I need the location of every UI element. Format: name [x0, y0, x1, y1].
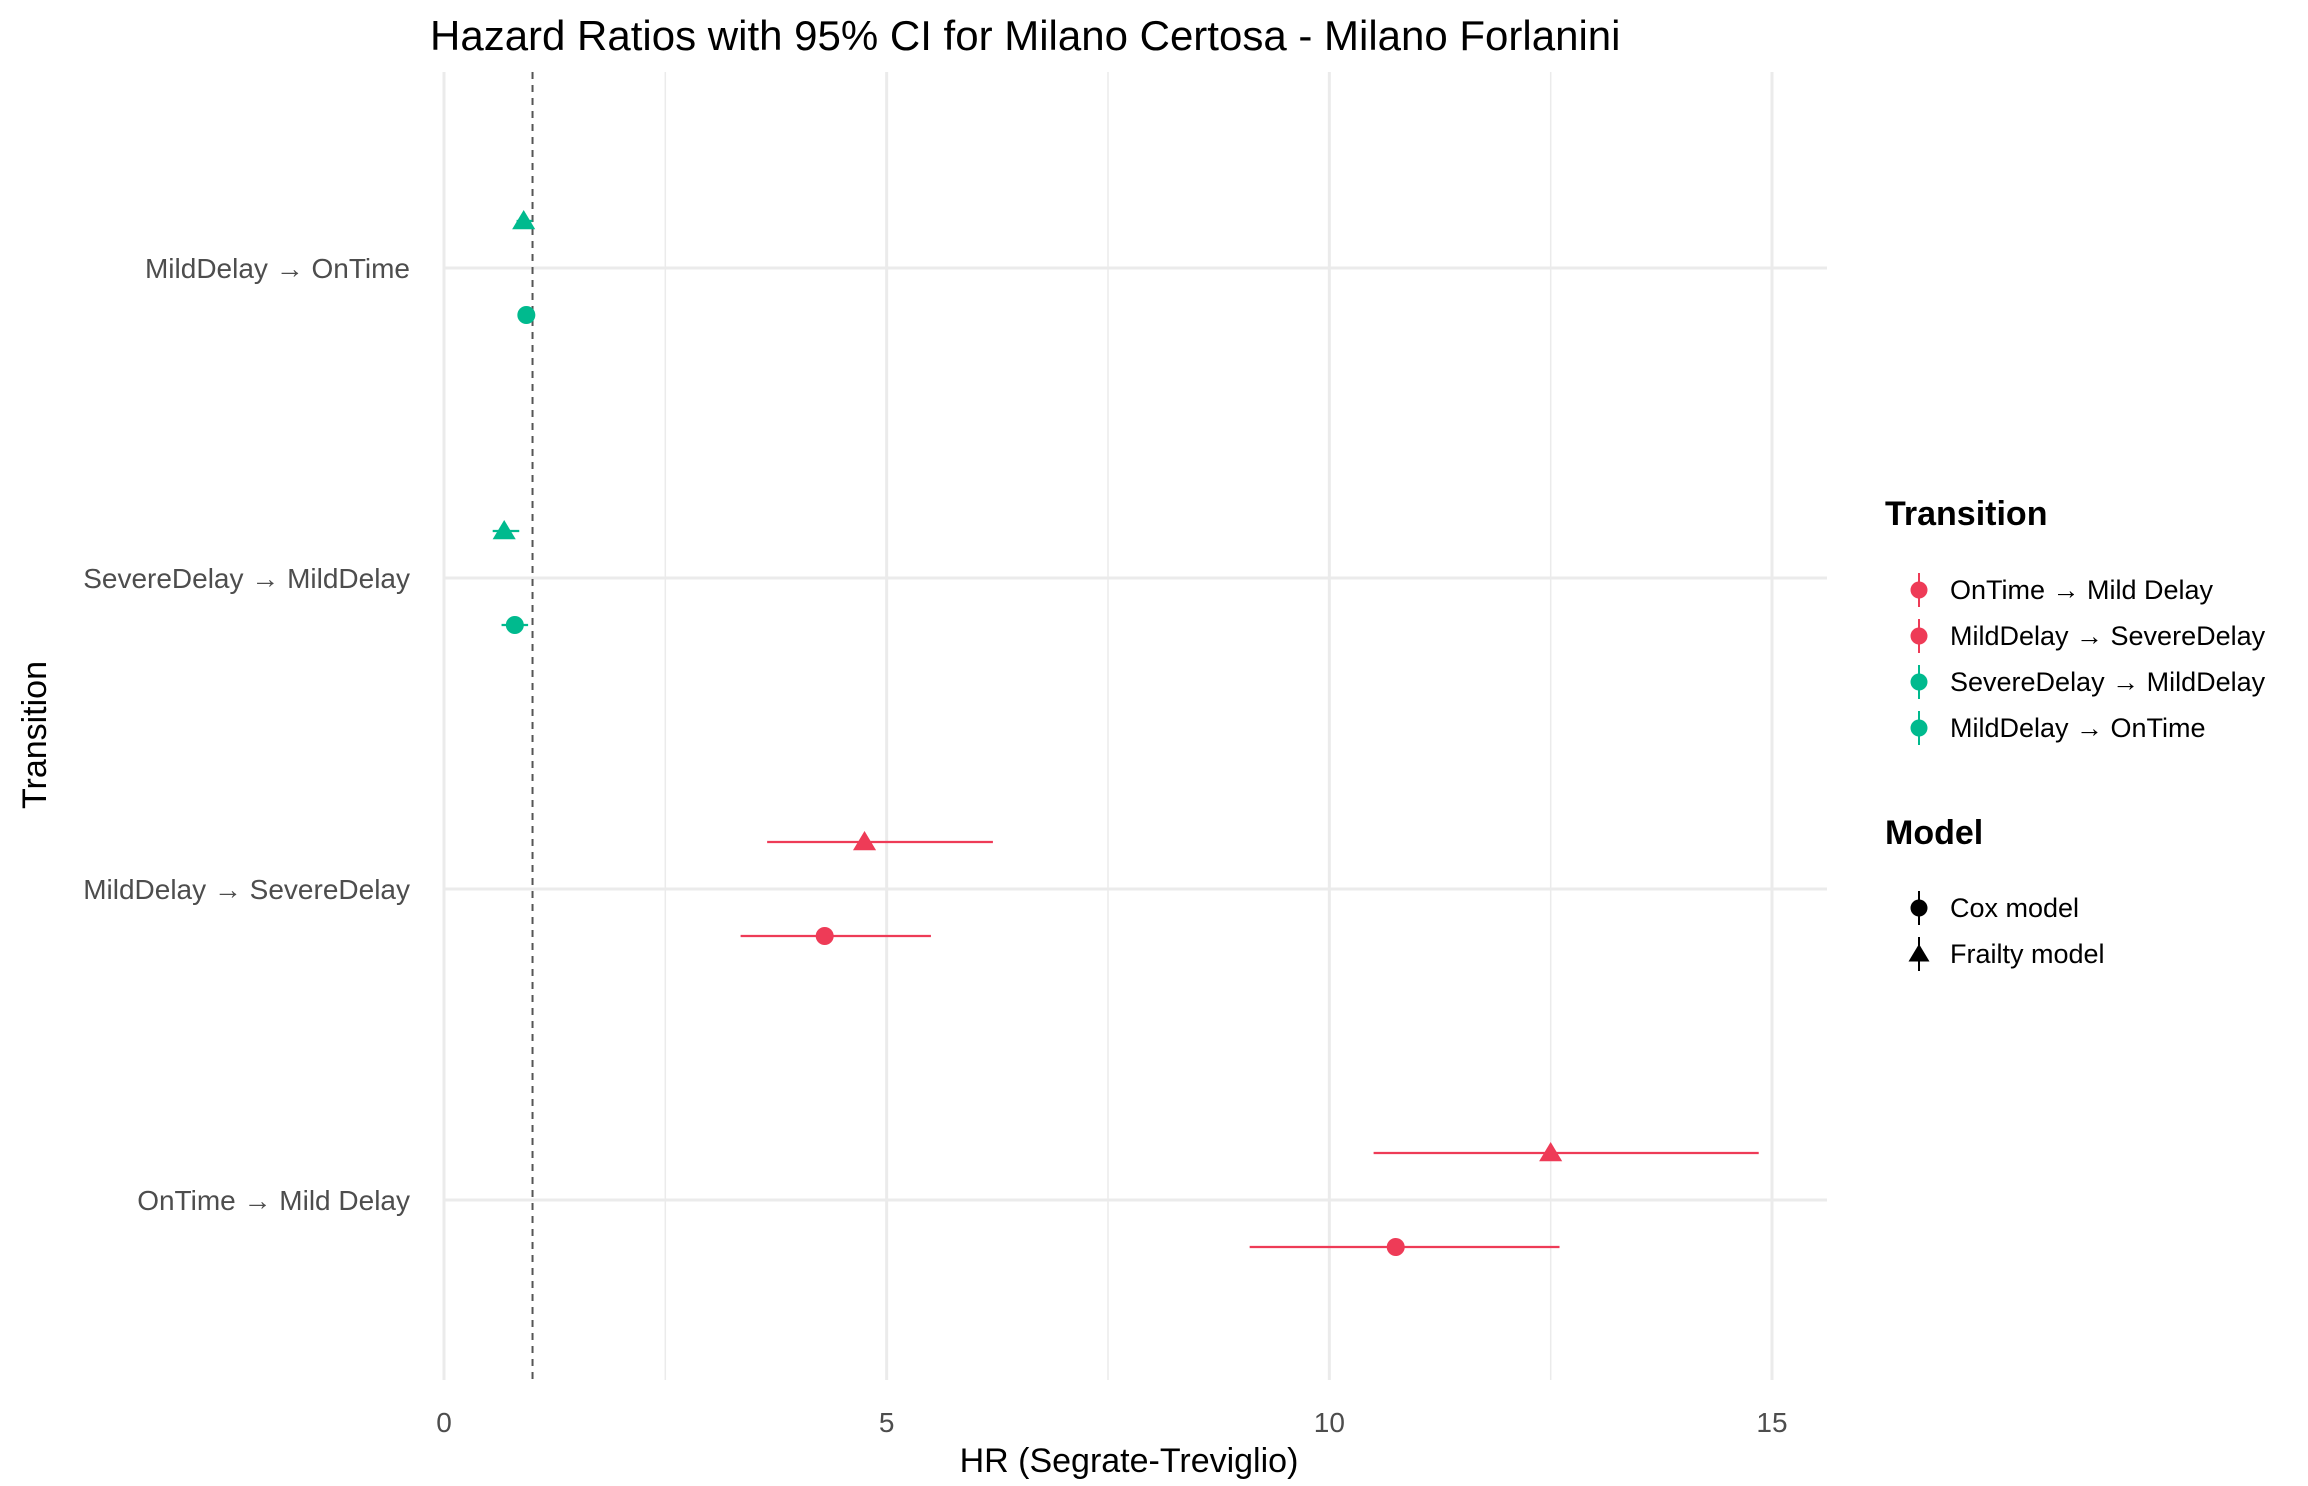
x-tick-label: 10	[1314, 1407, 1345, 1438]
x-tick-label: 5	[879, 1407, 895, 1438]
frailty-point	[512, 210, 536, 230]
x-tick-label: 0	[436, 1407, 452, 1438]
y-axis-ticks: OnTime → Mild Delay MildDelay → SevereDel…	[83, 253, 410, 1216]
cox-point	[505, 616, 524, 634]
frailty-point	[852, 831, 877, 851]
legend-label-transition: MildDelay → OnTime	[1950, 713, 2206, 743]
x-axis-ticks: 0 5 10 15	[436, 1407, 1787, 1438]
legend-title-model: Model	[1885, 814, 1983, 852]
legend-label-transition: MildDelay → SevereDelay	[1950, 621, 2266, 651]
frailty-point	[492, 520, 516, 540]
x-axis-title: HR (Segrate-Treviglio)	[960, 1442, 1299, 1480]
legend-key-point	[1910, 673, 1928, 691]
y-tick-label: MildDelay → OnTime	[145, 253, 410, 284]
frailty-point	[1539, 1142, 1563, 1162]
legend-label-model: Frailty model	[1950, 939, 2105, 969]
y-tick-label: OnTime → Mild Delay	[137, 1185, 410, 1216]
legend-key-point	[1910, 627, 1928, 645]
cox-point	[1386, 1238, 1405, 1256]
data-marks	[492, 210, 1759, 1256]
legend-label-transition: OnTime → Mild Delay	[1950, 575, 2214, 605]
chart-title: Hazard Ratios with 95% CI for Milano Cer…	[430, 12, 1620, 59]
legend: Transition Model OnTime → Mild Delay Mild…	[1885, 495, 2266, 971]
legend-label-transition: SevereDelay → MildDelay	[1950, 667, 2266, 697]
y-tick-label: SevereDelay → MildDelay	[83, 563, 410, 594]
grid	[442, 72, 1827, 1380]
legend-key-point	[1910, 581, 1928, 599]
x-tick-label: 15	[1756, 1407, 1787, 1438]
legend-title-transition: Transition	[1885, 495, 2047, 533]
y-tick-label: MildDelay → SevereDelay	[83, 874, 410, 905]
legend-key-circle	[1910, 899, 1928, 917]
cox-point	[815, 927, 834, 945]
cox-point	[517, 306, 536, 324]
legend-key-triangle	[1908, 944, 1930, 962]
legend-key-point	[1910, 719, 1928, 737]
y-axis-title: Transition	[16, 661, 54, 809]
legend-label-model: Cox model	[1950, 893, 2079, 923]
